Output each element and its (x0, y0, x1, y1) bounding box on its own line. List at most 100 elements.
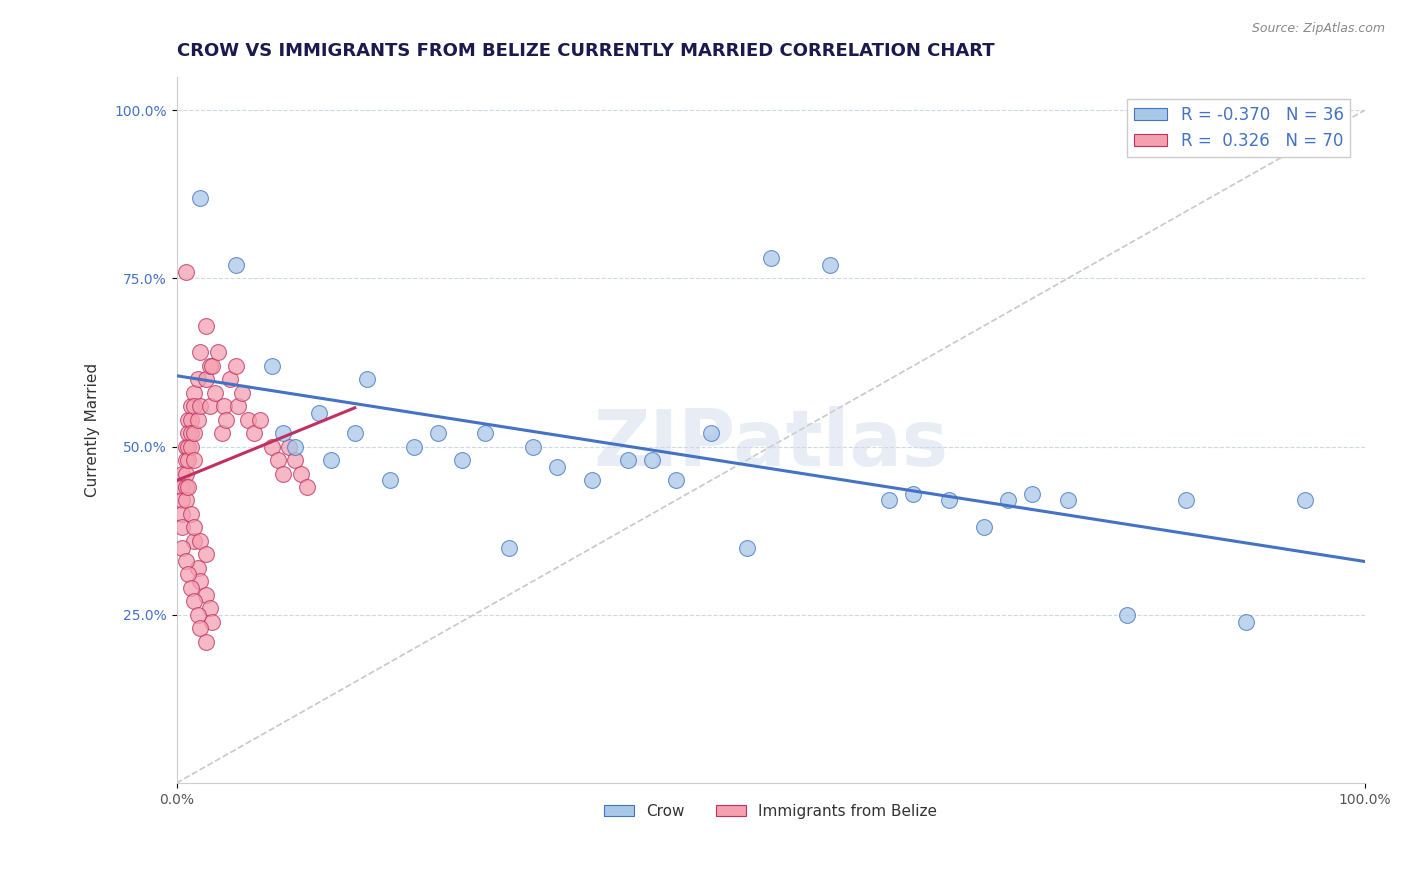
Point (180, 440, 202, 454)
Point (759, 252, 782, 266)
Point (231, 385, 253, 400)
Point (278, 440, 301, 454)
Point (177, 440, 200, 454)
Point (188, 574, 211, 589)
Point (450, 453, 472, 467)
Point (212, 399, 235, 413)
Point (380, 473, 402, 487)
Point (260, 440, 283, 454)
Point (180, 413, 202, 427)
Point (195, 372, 218, 386)
Point (219, 372, 242, 386)
Point (242, 426, 264, 441)
Point (187, 607, 209, 622)
Point (183, 399, 205, 413)
Point (201, 359, 224, 373)
Point (735, 541, 758, 555)
Point (997, 493, 1019, 508)
Point (249, 413, 271, 427)
Point (188, 345, 211, 359)
Point (215, 413, 238, 427)
Text: CROW VS IMMIGRANTS FROM BELIZE CURRENTLY MARRIED CORRELATION CHART: CROW VS IMMIGRANTS FROM BELIZE CURRENTLY… (177, 42, 994, 60)
Point (284, 440, 307, 454)
Point (177, 480, 200, 494)
Point (1175, 493, 1198, 508)
Point (172, 493, 194, 508)
Point (187, 560, 209, 574)
Point (183, 453, 205, 467)
Point (938, 493, 960, 508)
Point (174, 265, 197, 279)
Point (174, 453, 197, 467)
Point (188, 191, 211, 205)
Point (198, 601, 221, 615)
Point (195, 318, 218, 333)
Point (700, 426, 723, 441)
Legend: Crow, Immigrants from Belize: Crow, Immigrants from Belize (598, 797, 943, 825)
Point (177, 413, 200, 427)
Point (183, 426, 205, 441)
Point (260, 359, 283, 373)
Point (188, 533, 211, 548)
Point (180, 426, 202, 441)
Point (225, 359, 247, 373)
Point (172, 480, 194, 494)
Point (546, 459, 568, 474)
Point (188, 621, 211, 635)
Point (1021, 487, 1043, 501)
Point (343, 426, 366, 441)
Point (1056, 493, 1078, 508)
Point (207, 345, 229, 359)
Point (183, 594, 205, 608)
Point (879, 493, 901, 508)
Point (195, 547, 218, 561)
Point (404, 440, 426, 454)
Point (195, 634, 218, 648)
Point (1116, 607, 1139, 622)
Point (180, 399, 202, 413)
Point (180, 507, 202, 521)
Point (183, 533, 205, 548)
Point (1294, 493, 1316, 508)
Point (174, 554, 197, 568)
Point (174, 467, 197, 481)
Point (617, 453, 640, 467)
Point (522, 440, 544, 454)
Text: ZIPatlas: ZIPatlas (593, 406, 948, 482)
Point (901, 487, 924, 501)
Y-axis label: Currently Married: Currently Married (86, 363, 100, 497)
Point (228, 399, 250, 413)
Point (187, 413, 209, 427)
Point (356, 372, 378, 386)
Point (581, 473, 603, 487)
Point (818, 258, 841, 272)
Point (211, 426, 233, 441)
Point (266, 453, 288, 467)
Point (319, 453, 342, 467)
Point (174, 480, 197, 494)
Point (308, 406, 330, 420)
Point (290, 467, 312, 481)
Text: Source: ZipAtlas.com: Source: ZipAtlas.com (1251, 22, 1385, 36)
Point (195, 588, 218, 602)
Point (426, 426, 449, 441)
Point (284, 453, 307, 467)
Point (225, 258, 247, 272)
Point (273, 467, 295, 481)
Point (188, 399, 211, 413)
Point (177, 453, 200, 467)
Point (273, 426, 295, 441)
Point (973, 520, 995, 534)
Point (204, 385, 226, 400)
Point (1234, 615, 1257, 629)
Point (201, 615, 224, 629)
Point (183, 520, 205, 534)
Point (183, 385, 205, 400)
Point (498, 541, 520, 555)
Point (297, 480, 319, 494)
Point (177, 567, 200, 582)
Point (664, 473, 686, 487)
Point (174, 440, 197, 454)
Point (641, 453, 664, 467)
Point (172, 520, 194, 534)
